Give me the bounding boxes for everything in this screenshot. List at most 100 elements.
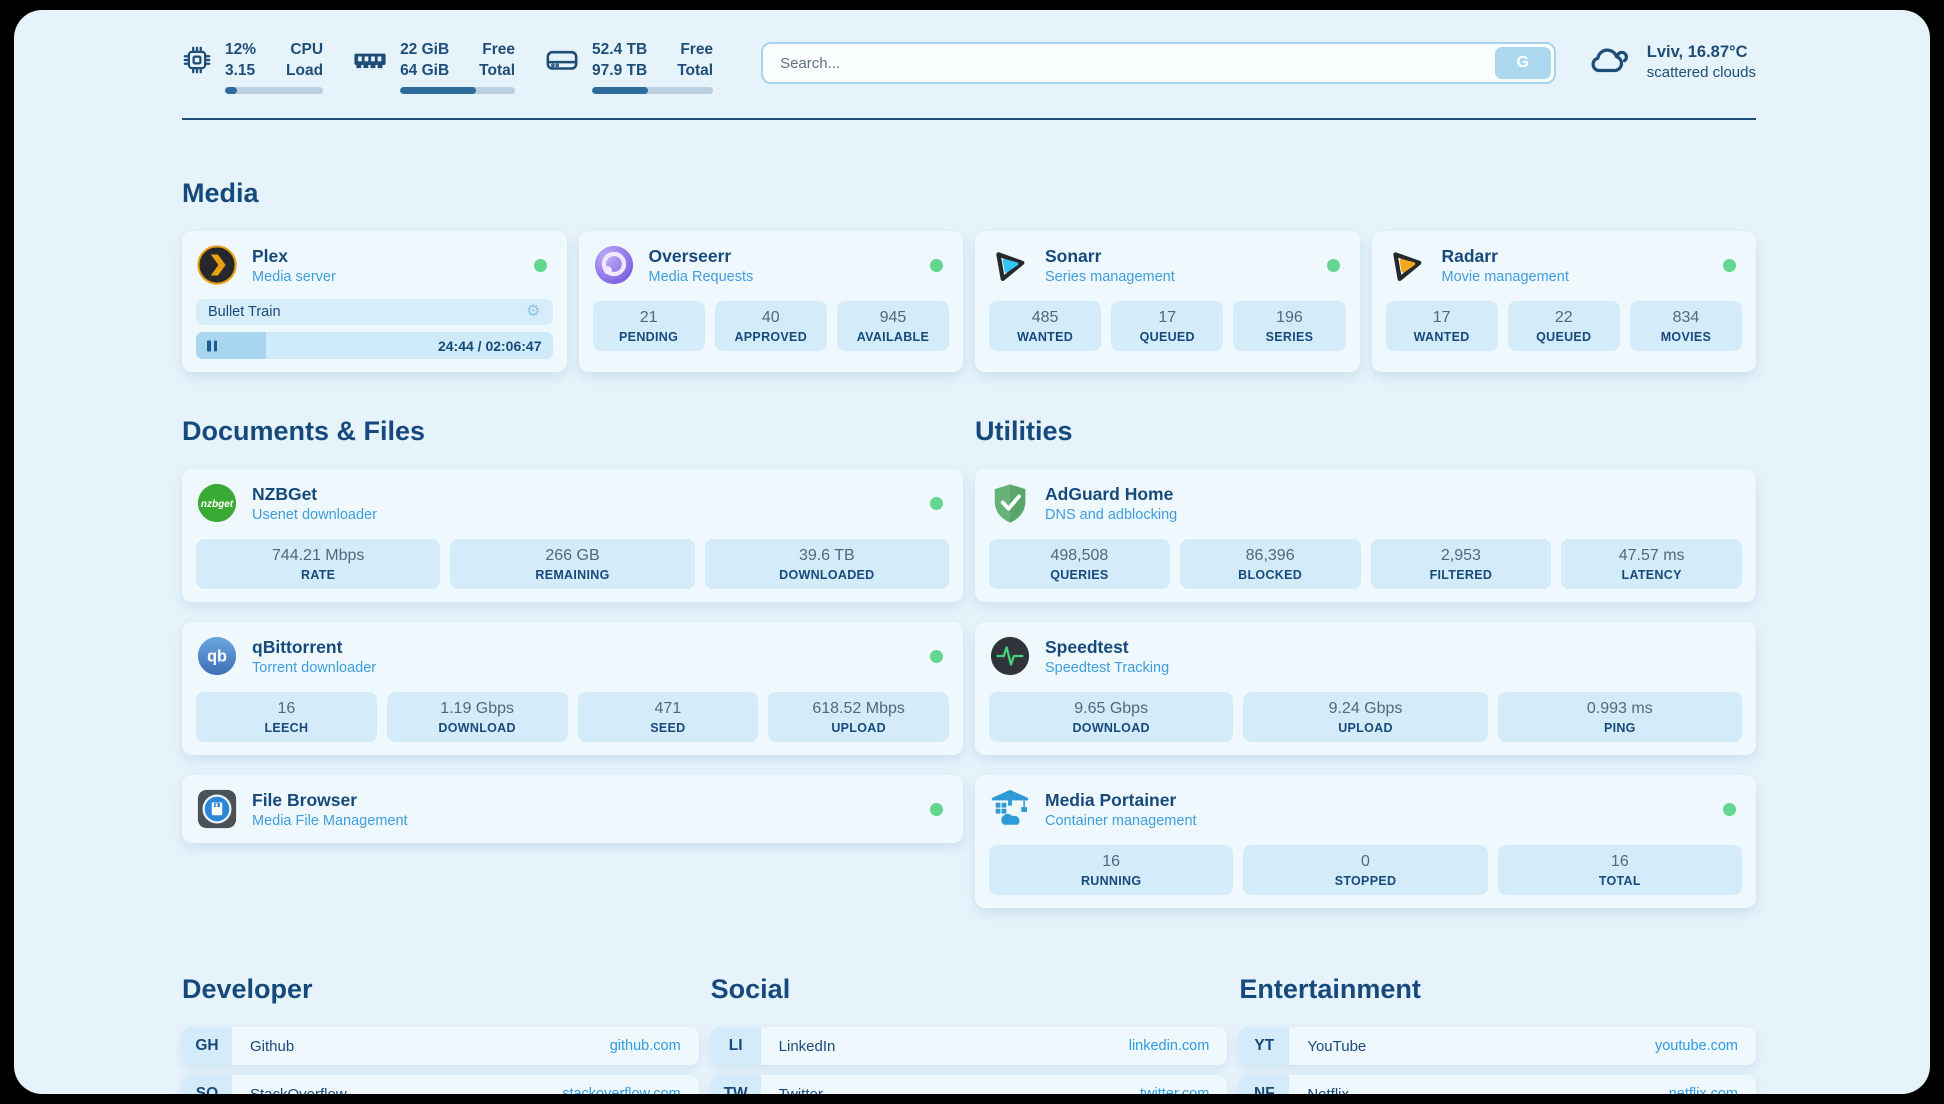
app-card-nzbget[interactable]: nzbget NZBGet Usenet downloader 74 [182,469,963,603]
stat-queued: 22 QUEUED [1507,301,1620,352]
memory-progress-bar [400,87,516,95]
bookmark-twitter[interactable]: TW Twitter twitter.com [710,1075,1228,1094]
status-dot [930,802,943,816]
settings-icon[interactable]: ⚙ [526,303,541,321]
speedtest-stats: 9.65 Gbps DOWNLOAD 9.24 Gbps UPLOAD 0.99… [989,692,1742,743]
stat-ping: 0.993 ms PING [1497,692,1742,743]
app-description: Media Requests [648,268,754,285]
stat-download: 9.65 Gbps DOWNLOAD [989,692,1234,743]
utilities-column: Utilities [975,416,1756,909]
stat-value: 9.65 Gbps [1074,700,1149,718]
stat-value: 744.21 Mbps [271,547,365,565]
search-engine-button[interactable]: G [1494,47,1551,79]
dashboard-content: 12% CPU 3.15 Load [14,10,1930,1094]
search-input[interactable] [766,54,1495,72]
cpu-stat-rows: 12% CPU 3.15 Load [225,40,323,81]
bookmark-group-social: Social LI LinkedIn linkedin.com TW Twitt… [710,974,1228,1094]
cpu-usage-value: 12% [225,41,257,58]
stat-value: 196 [1276,309,1303,327]
filebrowser-titles: File Browser Media File Management [252,790,408,829]
app-card-portainer[interactable]: Media Portainer Container management 16 … [975,775,1756,909]
app-card-speedtest[interactable]: Speedtest Speedtest Tracking 9.65 Gbps D… [975,622,1756,756]
stat-value: 16 [277,700,296,718]
app-name: NZBGet [252,483,318,504]
stat-running: 16 RUNNING [989,845,1234,896]
stat-value: 39.6 TB [798,547,855,565]
section-title-entertainment: Entertainment [1239,974,1421,1005]
pause-icon[interactable] [207,340,217,352]
portainer-logo-icon [989,788,1031,830]
disk-total-label: Total [677,62,714,80]
nzbget-titles: NZBGet Usenet downloader [252,484,377,523]
svg-text:nzbget: nzbget [201,499,234,510]
app-card-qbittorrent[interactable]: qb qBittorrent Torrent downloader [182,622,963,756]
bookmark-linkedin[interactable]: LI LinkedIn linkedin.com [710,1027,1228,1066]
app-name: Plex [252,245,288,266]
stat-pending: 21 PENDING [592,301,705,352]
cpu-load-value: 3.15 [225,62,256,80]
stat-filtered: 2,953 FILTERED [1370,539,1552,590]
radarr-card-header: Radarr Movie management [1386,244,1743,286]
bookmark-group-entertainment: Entertainment YT YouTube youtube.com NF … [1239,974,1756,1094]
cpu-progress-bar [225,87,324,95]
stat-label: REMAINING [535,568,610,583]
portainer-titles: Media Portainer Container management [1045,790,1197,829]
adguard-titles: AdGuard Home DNS and adblocking [1045,484,1177,523]
memory-free-label: Free [482,41,516,58]
bookmark-url: netflix.com [1669,1086,1738,1094]
section-title-developer: Developer [182,974,313,1005]
stat-value: 0 [1361,853,1370,871]
bookmark-name: Github [250,1037,295,1055]
sonarr-card-header: Sonarr Series management [989,244,1346,286]
app-card-adguard[interactable]: AdGuard Home DNS and adblocking 498,508 … [975,469,1756,603]
stat-movies: 834 MOVIES [1629,301,1743,352]
stat-value: 498,508 [1050,547,1109,565]
stat-label: WANTED [1017,330,1074,345]
stat-label: WANTED [1413,330,1470,345]
radarr-stats: 17 WANTED 22 QUEUED 834 MOVIES [1385,301,1743,352]
radarr-logo-icon [1386,244,1428,286]
stat-label: UPLOAD [1338,721,1393,736]
adguard-stats: 498,508 QUERIES 86,396 BLOCKED 2,953 FIL… [989,539,1742,590]
radarr-titles: Radarr Movie management [1442,246,1569,285]
app-card-radarr[interactable]: Radarr Movie management 17 WANTED 22 QUE… [1371,231,1756,373]
memory-total-label: Total [479,62,516,80]
app-card-overseerr[interactable]: Overseerr Media Requests 21 PENDING 40 A… [578,231,963,373]
app-name: Radarr [1441,245,1498,266]
app-card-filebrowser[interactable]: File Browser Media File Management [182,775,963,844]
stat-value: 22 [1554,309,1573,327]
app-name: Sonarr [1045,245,1102,266]
app-card-plex[interactable]: Plex Media server Bullet Train ⚙ 24:44 /… [182,231,567,373]
section-title-utilities: Utilities [975,416,1073,447]
memory-icon [353,45,387,80]
plex-card-header: Plex Media server [196,244,553,286]
app-description: Torrent downloader [252,659,377,676]
bookmark-group-developer: Developer GH Github github.com SO StackO… [182,974,699,1094]
portainer-card-header: Media Portainer Container management [989,788,1742,830]
stat-rate: 744.21 Mbps RATE [196,539,441,590]
memory-progress-fill [400,87,476,95]
stat-label: DOWNLOAD [1072,721,1150,736]
app-name: AdGuard Home [1045,483,1174,504]
status-dot [533,258,547,272]
app-card-sonarr[interactable]: Sonarr Series management 485 WANTED 17 Q… [975,231,1360,373]
bookmark-youtube[interactable]: YT YouTube youtube.com [1239,1027,1756,1066]
overseerr-titles: Overseerr Media Requests [649,246,754,285]
stat-label: QUEUED [1139,330,1195,345]
disk-stat-body: 52.4 TB Free 97.9 TB Total [592,40,714,95]
stat-wanted: 17 WANTED [1385,301,1498,352]
status-dot [1723,258,1736,272]
sonarr-logo-icon [989,244,1031,286]
stat-label: RATE [301,568,336,583]
search-bar[interactable]: G [761,42,1556,84]
stat-value: 16 [1102,853,1121,871]
adguard-logo-icon [989,482,1031,524]
bookmark-github[interactable]: GH Github github.com [182,1027,699,1066]
app-description: Speedtest Tracking [1045,659,1170,676]
app-description: Media File Management [252,812,408,829]
stat-label: FILTERED [1429,568,1493,583]
bookmark-stackoverflow[interactable]: SO StackOverflow stackoverflow.com [182,1075,699,1094]
bookmark-name: Twitter [779,1086,823,1094]
app-description: DNS and adblocking [1045,506,1178,523]
bookmark-netflix[interactable]: NF Netflix netflix.com [1239,1075,1756,1094]
